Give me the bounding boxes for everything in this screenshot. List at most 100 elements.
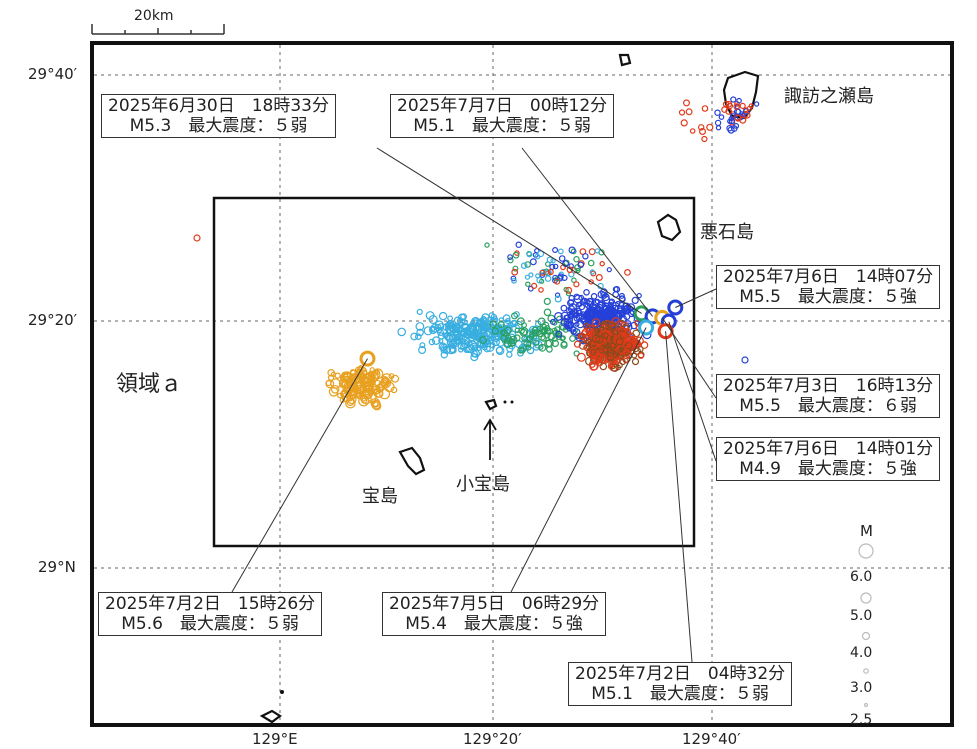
epicenter-dot	[587, 259, 595, 267]
legend-value-5: 5.0	[850, 608, 873, 624]
callout-e0706a-mag: M5.5 最大震度：５強	[739, 287, 917, 307]
epicenter-dot	[730, 96, 737, 103]
epicenter-dot	[590, 292, 598, 300]
epicenter-dot	[599, 261, 605, 267]
callout-e0702b-mag: M5.1 最大震度：５弱	[591, 684, 769, 704]
epicenter-dot	[349, 373, 360, 385]
epicenter-dot	[631, 296, 639, 304]
map-frame	[90, 41, 954, 727]
legend-value-25: 2.5	[850, 712, 873, 728]
epicenter-dot	[414, 333, 422, 341]
epicenter-dot	[557, 248, 564, 255]
leader-e0706b	[668, 321, 717, 462]
epicenter-dot	[601, 293, 610, 302]
epicenter-dot	[733, 103, 741, 110]
epicenter-dot	[530, 282, 538, 289]
callout-e0707-datetime: 2025年7月7日 00時12分	[397, 96, 608, 116]
epicenter-dot	[538, 343, 547, 352]
epicenter-dot	[425, 311, 435, 320]
epicenter-dot	[431, 336, 441, 345]
epicenter-dot	[521, 335, 529, 343]
epicenter-dot	[528, 272, 534, 278]
islet-dot-a	[503, 400, 507, 404]
epicenter-dot	[477, 340, 486, 349]
epicenter-dot	[419, 342, 426, 349]
epicenter-dot	[549, 318, 556, 325]
epicenter-dot	[706, 123, 714, 131]
callout-e0706a: 2025年7月6日 14時07分 M5.5 最大震度：５強	[716, 265, 941, 309]
epicenter-dot	[739, 102, 746, 110]
epicenter-dot	[485, 321, 495, 330]
epicenter-dot	[511, 277, 517, 284]
epicenter-dot	[623, 313, 631, 321]
callout-e0703: 2025年7月3日 16時13分 M5.5 最大震度：６弱	[716, 374, 941, 418]
epicenter-dot	[472, 346, 483, 356]
epicenter-dot	[624, 269, 631, 276]
epicenter-dot	[588, 361, 596, 368]
epicenter-dot	[615, 300, 621, 307]
epicenter-dot	[559, 335, 566, 342]
leader-e0705	[510, 327, 647, 593]
epicenter-dot	[685, 108, 693, 116]
epicenter-dot	[371, 370, 381, 380]
epicenter-dot	[733, 122, 740, 129]
kodakarajima-arrow	[483, 418, 497, 460]
epicenter-dot	[535, 273, 541, 279]
epicenter-dot	[539, 278, 545, 284]
epicenter-dot	[479, 336, 487, 344]
epicenter-dot	[715, 124, 722, 131]
epicenter-dot	[518, 327, 525, 335]
place-suwanosejima: 諏訪之瀬島	[784, 86, 874, 107]
epicenter-dot	[591, 334, 601, 344]
epicenter-dot	[582, 253, 589, 260]
callout-e0705: 2025年7月5日 06時29分 M5.4 最大震度：５強	[382, 592, 607, 636]
epicenter-dot	[430, 323, 440, 333]
epicenter-dot	[489, 320, 497, 328]
epicenter-dot	[549, 263, 556, 270]
epicenter-dot	[495, 346, 503, 354]
epicenter-dot	[479, 326, 487, 334]
epicenter-dot	[569, 325, 576, 333]
callout-e0707-mag: M5.1 最大震度：５弱	[413, 116, 591, 136]
epicenter-dot	[554, 292, 561, 298]
epicenter-dot	[517, 346, 525, 354]
epicenter-dot	[482, 322, 490, 330]
leader-e0702a	[231, 358, 368, 593]
epicenter-dot	[461, 340, 467, 346]
epicenter-dot	[586, 304, 593, 311]
place-kodakarajima: 小宝島	[456, 474, 510, 495]
epicenter-dot	[585, 327, 593, 335]
epicenter-dot	[415, 322, 425, 331]
epicenter-dot	[513, 334, 521, 342]
epicenter-dot	[369, 372, 379, 382]
epicenter-dot	[589, 361, 599, 371]
epicenter-dot	[516, 317, 525, 326]
epicenter-dot	[371, 399, 382, 410]
epicenter-dot	[583, 344, 590, 351]
epicenter-dot	[525, 344, 532, 351]
epicenter-dot	[547, 314, 556, 323]
leader-e0703	[661, 317, 717, 399]
epicenter-dot	[471, 349, 480, 358]
epicenter-dot	[361, 393, 372, 405]
epicenter-dot	[736, 97, 742, 104]
epicenter-dot	[592, 303, 598, 309]
callout-e0703-mag: M5.5 最大震度：６弱	[739, 396, 917, 416]
legend-title: M	[860, 522, 873, 540]
epicenter-dot	[540, 335, 547, 342]
epicenter-dot	[346, 386, 354, 394]
epicenter-dot	[593, 327, 601, 335]
epicenter-dot	[340, 372, 352, 383]
epicenter-dot	[637, 352, 645, 359]
epicenter-dot	[483, 345, 491, 353]
epicenter-dot	[511, 312, 519, 320]
epicenter-dot	[619, 358, 626, 366]
kodakarajima-island	[484, 398, 498, 411]
epicenter-dot	[609, 342, 617, 350]
epicenter-dot	[678, 109, 686, 116]
epicenter-dot	[741, 356, 749, 364]
epicenter-dot	[525, 281, 531, 287]
epicenter-dot	[537, 317, 546, 326]
epicenter-dot	[538, 287, 544, 293]
callout-e0630-mag: M5.3 最大震度：５弱	[129, 116, 308, 136]
